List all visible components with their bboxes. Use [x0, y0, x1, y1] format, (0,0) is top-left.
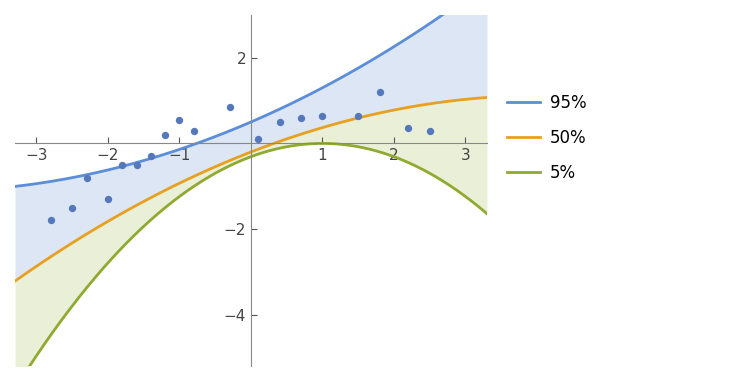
- Point: [374, 89, 385, 95]
- Line: 5%: 5%: [15, 143, 487, 381]
- Point: [224, 104, 236, 110]
- 5%: [318, 141, 327, 146]
- 5%: [472, 203, 481, 207]
- 5%: [291, 143, 300, 147]
- Point: [252, 136, 264, 142]
- 95%: [235, 125, 244, 129]
- 50%: [471, 96, 480, 101]
- 95%: [291, 99, 300, 104]
- Point: [117, 162, 128, 168]
- Point: [274, 119, 286, 125]
- 50%: [10, 279, 19, 283]
- 95%: [397, 40, 406, 44]
- Point: [45, 218, 57, 224]
- Line: 50%: 50%: [15, 98, 487, 281]
- Point: [352, 112, 364, 118]
- 50%: [266, 142, 275, 147]
- Point: [295, 115, 307, 121]
- Point: [424, 128, 435, 134]
- Point: [81, 174, 92, 181]
- 50%: [235, 154, 244, 159]
- Point: [145, 153, 157, 159]
- 50%: [291, 134, 300, 138]
- Point: [188, 128, 200, 134]
- 5%: [235, 159, 244, 164]
- 95%: [266, 111, 275, 116]
- Point: [66, 205, 78, 211]
- 5%: [399, 158, 407, 162]
- Line: 95%: 95%: [15, 0, 487, 186]
- 5%: [238, 158, 247, 163]
- Point: [102, 196, 114, 202]
- 5%: [266, 148, 275, 153]
- Legend: 95%, 50%, 5%: 95%, 50%, 5%: [500, 88, 593, 188]
- 5%: [482, 211, 491, 216]
- 50%: [238, 153, 247, 158]
- Point: [173, 117, 185, 123]
- 50%: [397, 106, 406, 111]
- 50%: [482, 95, 491, 100]
- 95%: [10, 184, 19, 189]
- Point: [159, 132, 171, 138]
- Point: [131, 162, 142, 168]
- Point: [402, 125, 414, 131]
- 95%: [238, 123, 247, 128]
- Point: [316, 112, 328, 118]
